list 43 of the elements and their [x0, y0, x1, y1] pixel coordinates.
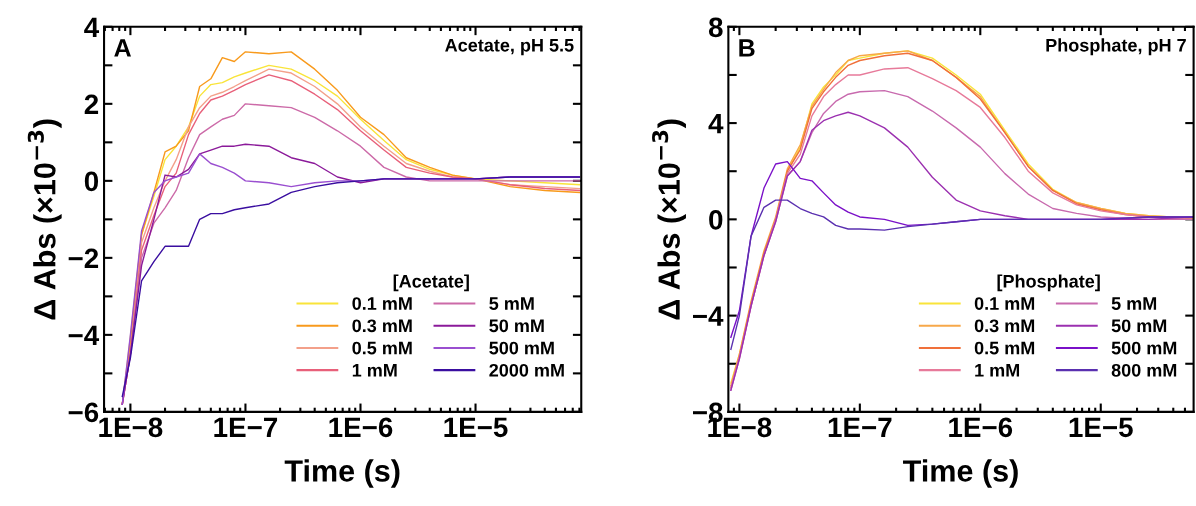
x-axis-title: Time (s) — [284, 459, 400, 488]
legend-title: [Phosphate] — [997, 274, 1100, 292]
annotation: B — [739, 39, 755, 57]
y-tick-label: 0 — [84, 171, 99, 192]
legend-label: 50 mM — [1111, 319, 1167, 333]
y-tick-label: 4 — [708, 114, 724, 134]
x-tick-label: 1E−5 — [444, 417, 508, 438]
legend-label: 1 mM — [975, 364, 1020, 377]
legend-label: 500 mM — [489, 341, 554, 355]
x-tick-label: 1E−6 — [949, 417, 1013, 438]
legend-label: 5 mM — [1111, 297, 1157, 310]
x-tick-label: 1E−8 — [99, 417, 163, 438]
y-tick-label: −6 — [68, 402, 99, 423]
y-axis-title: Δ Abs (×10$^{−3}$) — [27, 119, 62, 320]
legend-label: 0.3 mM — [352, 319, 412, 333]
legend-label: 500 mM — [1111, 341, 1177, 355]
annotation: A — [114, 39, 131, 57]
y-tick-label: 8 — [708, 17, 723, 38]
y-tick-label: 2 — [84, 94, 99, 114]
legend-label: 5 mM — [489, 297, 534, 310]
legend-label: 2000 mM — [489, 363, 564, 377]
x-tick-label: 1E−7 — [214, 417, 278, 437]
y-tick-label: −2 — [68, 248, 99, 268]
x-tick-label: 1E−7 — [828, 417, 892, 437]
y-axis-title: Δ Abs (×10$^{−3}$) — [652, 119, 686, 320]
annotation: Phosphate, pH 7 — [1046, 38, 1186, 56]
y-tick-label: −4 — [692, 306, 724, 326]
y-tick-label: 0 — [709, 210, 723, 230]
x-axis-title: Time (s) — [903, 459, 1018, 488]
legend-label: 0.3 mM — [974, 319, 1035, 333]
legend-label: 800 mM — [1111, 363, 1177, 377]
legend-label: 50 mM — [489, 319, 544, 333]
legend-label: 0.5 mM — [352, 341, 412, 355]
annotation: Acetate, pH 5.5 — [445, 39, 574, 56]
legend-label: 0.1 mM — [352, 297, 412, 310]
legend-label: 0.5 mM — [974, 341, 1035, 355]
x-tick-label: 1E−5 — [1069, 417, 1133, 438]
y-tick-label: 4 — [84, 17, 100, 37]
legend-title: [Acetate] — [393, 274, 469, 292]
legend-label: 0.1 mM — [974, 297, 1035, 310]
legend-label: 1 mM — [352, 364, 397, 377]
x-tick-label: 1E−6 — [329, 417, 393, 438]
y-tick-label: −4 — [68, 325, 100, 345]
